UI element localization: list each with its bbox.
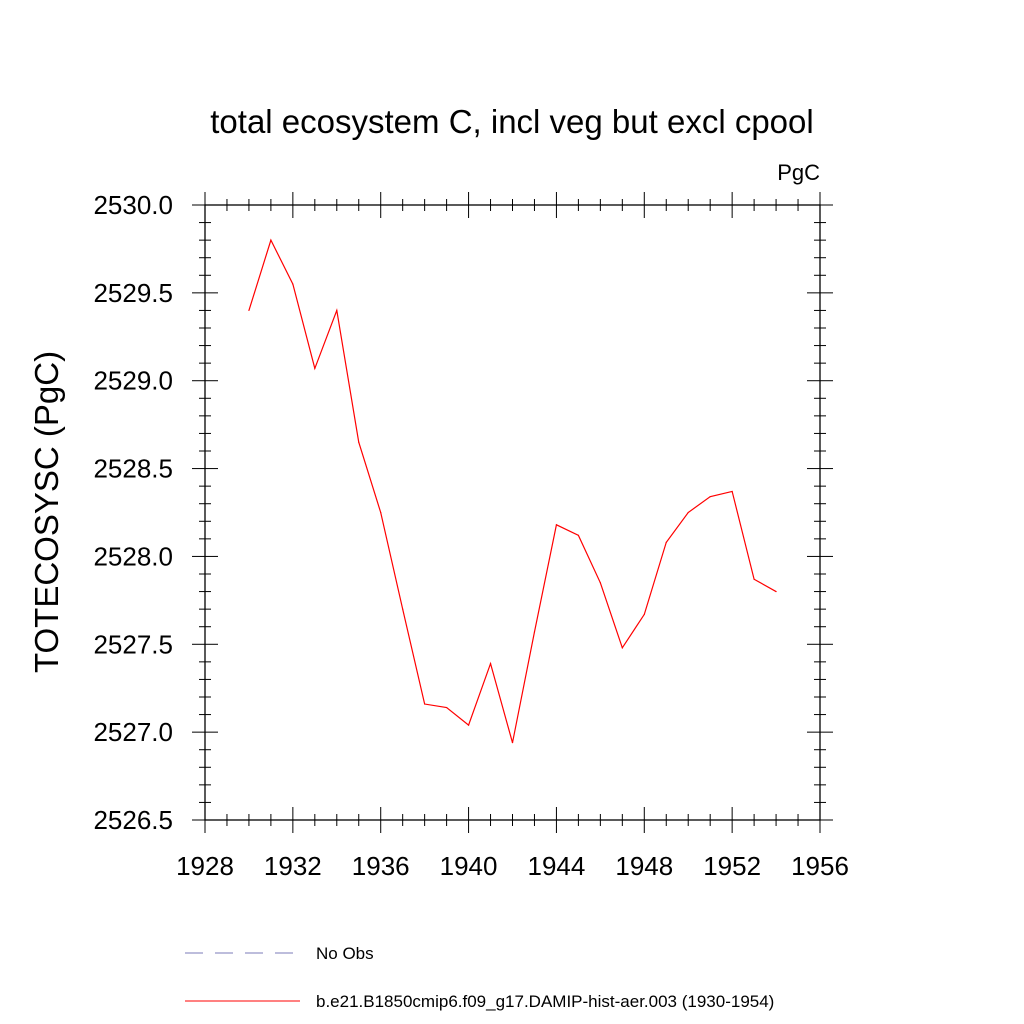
series-line — [248, 238, 777, 743]
x-tick-label: 1944 — [528, 851, 586, 881]
series-point — [467, 724, 470, 726]
series-point — [533, 631, 536, 633]
y-tick-labels: 2526.5 2527.0 2527.5 2528.0 2528.5 2529.0 2529… — [93, 190, 173, 835]
x-tick-label: 1928 — [176, 851, 234, 881]
series-point — [336, 309, 338, 312]
series-point — [775, 590, 777, 593]
series-point — [380, 511, 382, 514]
y-tick-label: 2530.0 — [93, 190, 173, 220]
legend-label-no-obs: No Obs — [316, 944, 374, 963]
y-tick-label: 2528.0 — [93, 541, 173, 571]
y-tick-label: 2529.5 — [93, 278, 173, 308]
series-point — [665, 541, 667, 543]
series-point — [621, 647, 623, 649]
x-tick-label: 1948 — [615, 851, 673, 881]
series-point — [555, 524, 558, 526]
units-label: PgC — [777, 160, 820, 185]
series-point — [314, 367, 316, 370]
series-point — [687, 511, 689, 514]
x-tick-label: 1932 — [264, 851, 322, 881]
chart-title: total ecosystem C, incl veg but excl cpo… — [210, 103, 813, 140]
series-point — [292, 283, 294, 285]
y-tick-label: 2529.0 — [93, 366, 173, 396]
x-tick-label: 1940 — [440, 851, 498, 881]
y-tick-label: 2528.5 — [93, 454, 173, 484]
series-point — [577, 534, 579, 536]
x-tick-labels: 1928 1932 1936 1940 1944 1948 1952 1956 — [176, 851, 849, 881]
series-point — [446, 706, 448, 709]
y-tick-label: 2526.5 — [93, 805, 173, 835]
series-point — [731, 490, 733, 493]
y-tick-label: 2527.0 — [93, 717, 173, 747]
y-axis-label: TOTECOSYSC (PgC) — [28, 351, 65, 673]
series-point — [709, 496, 711, 498]
y-tick-label: 2527.5 — [93, 629, 173, 659]
plot-frame — [204, 204, 821, 821]
legend: No Obs b.e21.B1850cmip6.f09_g17.DAMIP-hi… — [185, 944, 774, 1011]
series-point — [511, 742, 514, 744]
x-tick-label: 1956 — [791, 851, 849, 881]
x-tick-label: 1936 — [352, 851, 410, 881]
series-point — [248, 309, 250, 312]
series-group — [248, 238, 777, 744]
series-point — [489, 663, 492, 665]
series-point — [753, 578, 755, 580]
series-point — [424, 703, 426, 705]
series-point — [402, 608, 404, 610]
series-point — [270, 239, 272, 241]
series-point — [599, 582, 601, 584]
x-tick-label: 1952 — [703, 851, 761, 881]
legend-label-series: b.e21.B1850cmip6.f09_g17.DAMIP-hist-aer.… — [316, 992, 774, 1011]
series-point — [358, 441, 360, 443]
series-point — [643, 613, 645, 616]
